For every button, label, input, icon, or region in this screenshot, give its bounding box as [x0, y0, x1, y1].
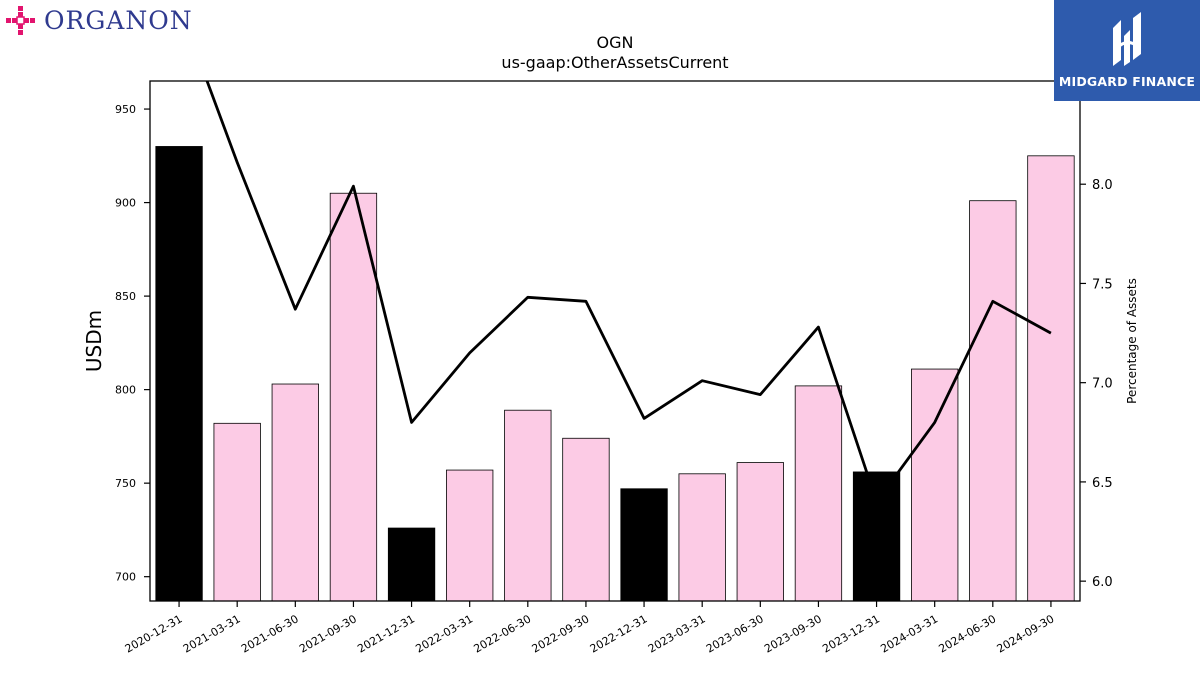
organon-mark-icon — [6, 6, 35, 35]
axes-layer: 700 750 800 850 900 950 6.0 6.5 7.0 7.5 8.0 2020-12… — [115, 80, 1113, 656]
midgard-finance-logo: MIDGARD FINANCE — [1054, 0, 1200, 101]
midgard-mark-icon — [1113, 12, 1141, 66]
bar — [155, 146, 203, 602]
bar — [1027, 155, 1075, 602]
organon-logo: ORGANON — [4, 4, 193, 36]
y2-tick-label: 7.0 — [1092, 377, 1113, 392]
bar — [213, 422, 261, 602]
y2-tick-label: 7.5 — [1092, 277, 1113, 292]
y-tick-label: 800 — [115, 384, 136, 397]
bar — [794, 385, 843, 602]
bar — [329, 192, 378, 602]
x-tick-label: 2024-09-30 — [995, 612, 1057, 655]
x-tick-label: 2020-12-31 — [123, 612, 185, 655]
bar — [562, 437, 610, 602]
percentage-line — [205, 81, 1052, 504]
x-tick-label: 2022-06-30 — [471, 612, 533, 655]
x-tick-label: 2022-12-31 — [588, 612, 650, 655]
line-layer — [205, 81, 1052, 504]
y2-tick-label: 8.0 — [1092, 178, 1113, 193]
x-tick-label: 2024-03-31 — [878, 612, 940, 655]
midgard-logo-text: MIDGARD FINANCE — [1058, 74, 1196, 89]
x-tick-label: 2023-06-30 — [704, 612, 766, 655]
bar — [736, 462, 784, 602]
bar — [446, 469, 494, 602]
bar — [504, 409, 552, 602]
bar — [620, 488, 668, 602]
x-tick-label: 2021-12-31 — [355, 612, 417, 655]
bar — [911, 368, 959, 602]
x-tick-label: 2023-03-31 — [646, 612, 708, 655]
y-tick-label: 900 — [115, 197, 136, 210]
chart-title: OGN — [597, 33, 634, 52]
x-tick-label: 2021-09-30 — [297, 612, 359, 655]
x-tick-label: 2023-09-30 — [762, 612, 824, 655]
bars-layer — [155, 146, 1075, 602]
y2-axis-label: Percentage of Assets — [1125, 278, 1139, 404]
bar — [969, 200, 1017, 602]
x-tick-label: 2022-03-31 — [413, 612, 475, 655]
bar — [387, 527, 436, 602]
bar — [678, 473, 726, 602]
x-tick-label: 2024-06-30 — [936, 612, 998, 655]
bar — [271, 383, 319, 602]
y-tick-label: 750 — [115, 477, 136, 490]
organon-logo-text: ORGANON — [44, 5, 193, 35]
chart-subtitle: us-gaap:OtherAssetsCurrent — [501, 53, 728, 72]
y-axis-label: USDm — [82, 310, 106, 372]
y2-tick-label: 6.0 — [1092, 575, 1113, 590]
y-tick-label: 700 — [115, 571, 136, 584]
bar — [852, 471, 901, 602]
y-tick-label: 850 — [115, 290, 136, 303]
x-tick-label: 2021-03-31 — [181, 612, 243, 655]
y-tick-label: 950 — [115, 103, 136, 116]
x-tick-label: 2023-12-31 — [820, 612, 882, 655]
y2-tick-label: 6.5 — [1092, 476, 1113, 491]
plot-frame — [149, 80, 1081, 602]
x-tick-label: 2022-09-30 — [530, 612, 592, 655]
x-tick-label: 2021-06-30 — [239, 612, 301, 655]
